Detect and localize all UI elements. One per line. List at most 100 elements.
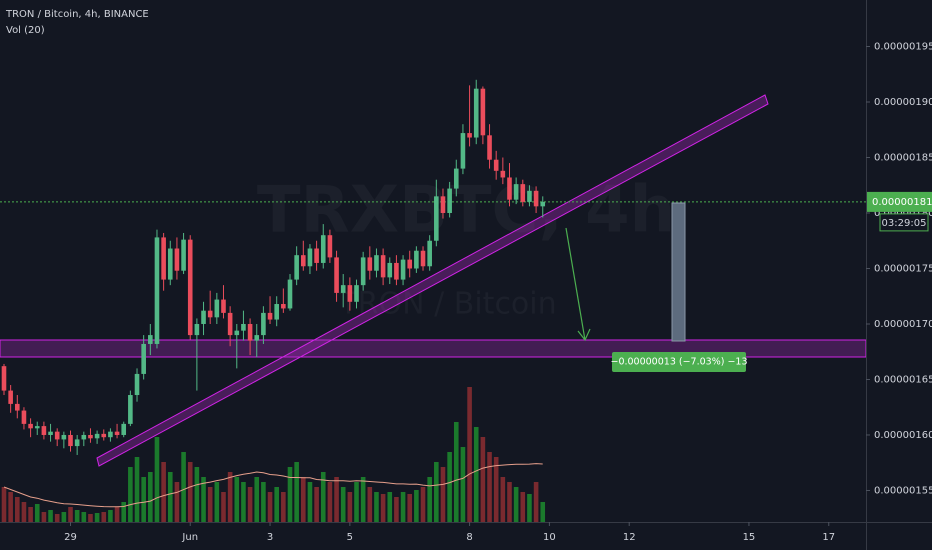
volume-bar — [274, 487, 279, 522]
volume-bar — [267, 492, 273, 522]
candle-body — [367, 257, 373, 271]
candle-body — [234, 330, 240, 336]
candle-body — [261, 312, 266, 336]
candle-body — [167, 248, 173, 280]
volume-bar — [360, 477, 366, 522]
candle-body — [500, 170, 506, 178]
volume-bar — [387, 492, 393, 522]
candle-body — [74, 439, 80, 447]
volume-bar — [101, 512, 107, 522]
volume-bar — [247, 487, 253, 522]
candle-body — [134, 373, 140, 396]
volume-bar — [74, 510, 80, 522]
volume-bar — [1, 487, 7, 522]
candle-body — [227, 312, 233, 336]
volume-bar — [128, 467, 133, 522]
volume-bar — [374, 492, 379, 522]
candles — [0, 79, 866, 455]
x-tick-label: 10 — [543, 532, 556, 543]
arrow-head — [577, 328, 591, 342]
volume-bar — [447, 452, 452, 522]
volume-bar — [540, 502, 546, 522]
candle-body — [434, 196, 439, 241]
volume-bar — [214, 482, 220, 522]
candle-body — [307, 248, 313, 267]
candle-body — [214, 299, 220, 318]
candle-body — [14, 403, 20, 411]
volume-bar — [68, 507, 73, 522]
axes: 0.00000155 0.00000160 0.00000165 0.00000170… — [64, 42, 932, 543]
candle-body — [520, 184, 526, 202]
x-tick-label: 5 — [347, 532, 353, 543]
candle-body — [241, 323, 246, 331]
volume-bar — [380, 494, 386, 522]
arrow[interactable] — [565, 227, 586, 341]
candle-body — [420, 250, 426, 267]
y-tick-label: 0.00000160 — [874, 430, 932, 441]
y-tick-label: 0.00000185 — [874, 152, 932, 163]
symbol-title: TRON / Bitcoin, 4h, BINANCE — [5, 9, 149, 20]
candle-body — [460, 133, 466, 169]
candle-body — [354, 285, 359, 302]
candle-body — [221, 299, 226, 313]
candle-body — [1, 366, 7, 391]
volume-bar — [440, 467, 446, 522]
candle-body — [21, 410, 27, 424]
candle-body — [487, 135, 492, 160]
candle-body — [327, 235, 333, 258]
candle-body — [128, 395, 133, 424]
volume-bar — [287, 467, 293, 522]
volume-bar — [340, 487, 346, 522]
candle-body — [274, 304, 279, 320]
candle-body — [387, 262, 393, 278]
candle-body — [440, 196, 446, 213]
watermark-subtitle: TRON / Bitcoin — [338, 287, 556, 322]
candle-body — [540, 201, 546, 207]
volume-bar — [307, 482, 313, 522]
volume-bar — [14, 497, 20, 522]
volume-bar — [108, 510, 113, 522]
volume-bar — [327, 482, 333, 522]
candle-body — [447, 188, 452, 213]
volume-bar — [527, 494, 532, 522]
candle-body — [161, 237, 166, 280]
volume-bar — [241, 482, 246, 522]
volume-bar — [294, 462, 299, 522]
candle-body — [374, 255, 379, 271]
candle-body — [267, 312, 273, 320]
countdown-label: 03:29:05 — [882, 218, 927, 229]
candle-body — [187, 239, 193, 336]
x-tick-label: 17 — [822, 532, 835, 543]
candle-body — [88, 434, 93, 439]
volume-bar — [134, 457, 140, 522]
measure-box — [612, 352, 746, 372]
volume-bar — [174, 482, 180, 522]
candle-body — [394, 262, 399, 280]
volume-bar — [141, 477, 146, 522]
volume-bar — [367, 487, 373, 522]
candle-body — [400, 259, 406, 280]
volume-bar — [194, 467, 200, 522]
candle-body — [294, 255, 299, 280]
candle-body — [68, 434, 73, 447]
volume-bar — [434, 462, 439, 522]
candle-body — [154, 237, 160, 344]
watermark: TRXBTC, 4h — [257, 174, 675, 248]
volume-bar — [407, 494, 413, 522]
volume-bar — [148, 472, 153, 522]
candle-body — [300, 255, 306, 267]
volume-bar — [94, 513, 100, 522]
candle-body — [407, 259, 413, 269]
measure-bar[interactable] — [671, 202, 686, 342]
volume-bar — [480, 437, 486, 522]
volume-bar — [507, 482, 512, 522]
candle-body — [314, 248, 319, 263]
volume-bar — [314, 487, 319, 522]
candle-body — [380, 255, 386, 278]
candle-body — [8, 390, 13, 404]
candle-body — [94, 433, 100, 439]
candle-body — [334, 257, 339, 293]
candle-body — [347, 285, 353, 302]
